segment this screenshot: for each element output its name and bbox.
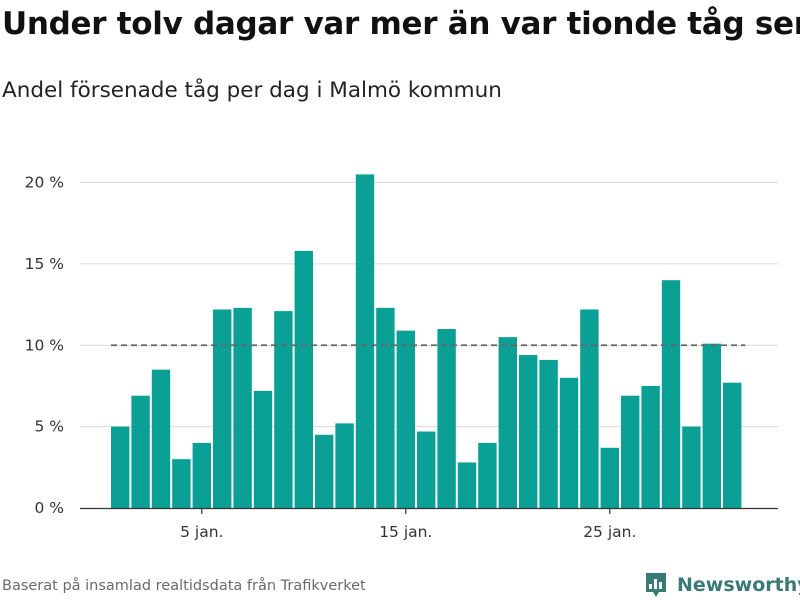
bar — [723, 382, 742, 508]
bar — [335, 423, 354, 508]
bar — [417, 431, 436, 508]
source-note: Baserat på insamlad realtidsdata från Tr… — [2, 578, 366, 594]
x-tick-label: 5 jan. — [180, 523, 223, 541]
x-tick-label: 15 jan. — [379, 523, 432, 541]
bar — [661, 280, 681, 508]
bar — [621, 395, 640, 508]
bar — [355, 174, 375, 508]
y-axis-tick-labels: 0 % 5 % 10 % 15 % 20 % — [25, 174, 64, 517]
bar — [478, 442, 497, 508]
bar — [682, 426, 701, 508]
y-tick-label: 15 % — [25, 255, 64, 273]
x-axis — [80, 507, 778, 514]
bar — [376, 307, 395, 508]
x-axis-tick-labels: 5 jan. 15 jan. 25 jan. — [180, 523, 636, 541]
bar — [315, 434, 334, 508]
bar — [559, 377, 579, 508]
bar — [111, 426, 130, 508]
bar — [172, 459, 191, 508]
bar — [702, 343, 721, 508]
bar — [600, 447, 619, 508]
y-tick-label: 5 % — [34, 418, 64, 436]
bar — [192, 442, 211, 508]
y-tick-label: 20 % — [25, 174, 64, 192]
bar — [233, 307, 252, 508]
bar — [580, 309, 599, 508]
brand-name: Newsworthy — [677, 574, 800, 596]
bar — [131, 395, 150, 508]
bar — [539, 359, 558, 508]
bar — [519, 355, 538, 508]
y-tick-label: 0 % — [34, 499, 64, 517]
chart-title: Under tolv dagar var mer än var tionde t… — [2, 6, 800, 42]
bar — [294, 250, 313, 508]
bar — [457, 462, 477, 508]
chart-subtitle: Andel försenade tåg per dag i Malmö komm… — [2, 78, 502, 103]
newsworthy-logo[interactable]: Newsworthy — [644, 571, 800, 599]
bar — [274, 311, 293, 508]
newsworthy-bar-chart-logo-icon — [646, 573, 666, 597]
bars — [111, 174, 742, 508]
bar — [641, 385, 660, 508]
bar — [253, 390, 273, 508]
bar — [437, 329, 456, 508]
bar — [498, 337, 517, 508]
x-tick-label: 25 jan. — [583, 523, 636, 541]
bar — [151, 369, 171, 508]
bar — [396, 330, 415, 508]
y-tick-label: 10 % — [25, 336, 64, 354]
bar — [213, 309, 232, 508]
